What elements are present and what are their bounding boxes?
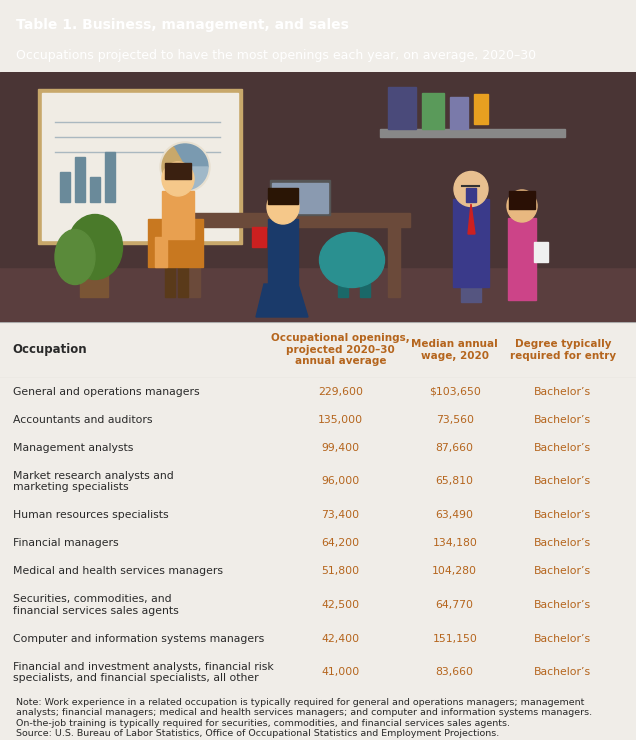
Ellipse shape xyxy=(55,229,95,284)
Text: 73,560: 73,560 xyxy=(436,414,474,425)
Bar xyxy=(155,237,167,267)
Bar xyxy=(388,227,400,297)
Wedge shape xyxy=(174,144,208,167)
Text: Financial managers: Financial managers xyxy=(13,538,118,548)
Text: Bachelor’s: Bachelor’s xyxy=(534,633,591,644)
Bar xyxy=(508,218,536,300)
Text: 87,660: 87,660 xyxy=(436,443,474,453)
Bar xyxy=(178,265,188,297)
Bar xyxy=(461,284,481,302)
Wedge shape xyxy=(162,147,185,187)
Text: Bachelor’s: Bachelor’s xyxy=(534,667,591,677)
Bar xyxy=(42,93,238,240)
Text: 65,810: 65,810 xyxy=(436,477,474,486)
Text: 41,000: 41,000 xyxy=(321,667,359,677)
Text: 99,400: 99,400 xyxy=(321,443,359,453)
Bar xyxy=(534,242,548,262)
Text: Occupation: Occupation xyxy=(13,343,87,356)
Text: General and operations managers: General and operations managers xyxy=(13,386,199,397)
Bar xyxy=(90,177,100,202)
Text: 151,150: 151,150 xyxy=(432,633,477,644)
Polygon shape xyxy=(0,267,636,322)
Text: Market research analysts and
marketing specialists: Market research analysts and marketing s… xyxy=(13,471,174,492)
Bar xyxy=(466,188,476,202)
Text: 64,770: 64,770 xyxy=(436,600,474,610)
Bar xyxy=(180,213,410,227)
Text: Bachelor’s: Bachelor’s xyxy=(534,538,591,548)
Bar xyxy=(38,89,242,244)
Polygon shape xyxy=(256,284,308,317)
Bar xyxy=(188,227,200,297)
Text: Human resources specialists: Human resources specialists xyxy=(13,510,169,520)
Text: Financial and investment analysts, financial risk
specialists, and financial spe: Financial and investment analysts, finan… xyxy=(13,662,273,683)
Text: Bachelor’s: Bachelor’s xyxy=(534,443,591,453)
Text: $103,650: $103,650 xyxy=(429,386,481,397)
Bar xyxy=(338,257,348,297)
Text: 64,200: 64,200 xyxy=(321,538,359,548)
Bar xyxy=(270,180,330,215)
Text: Bachelor’s: Bachelor’s xyxy=(534,414,591,425)
Bar xyxy=(80,262,108,297)
Text: Management analysts: Management analysts xyxy=(13,443,133,453)
Polygon shape xyxy=(468,204,475,234)
Bar xyxy=(165,163,191,179)
Text: Bachelor’s: Bachelor’s xyxy=(534,566,591,576)
Text: 83,660: 83,660 xyxy=(436,667,474,677)
Ellipse shape xyxy=(507,190,537,222)
Text: 63,490: 63,490 xyxy=(436,510,474,520)
Bar xyxy=(380,129,565,137)
Text: 42,400: 42,400 xyxy=(321,633,359,644)
Text: Computer and information systems managers: Computer and information systems manager… xyxy=(13,633,264,644)
Bar xyxy=(360,257,370,297)
Bar xyxy=(60,172,70,202)
Text: 135,000: 135,000 xyxy=(318,414,363,425)
Ellipse shape xyxy=(319,232,385,288)
Text: Source: U.S. Bureau of Labor Statistics, Office of Occupational Statistics and E: Source: U.S. Bureau of Labor Statistics,… xyxy=(16,730,499,739)
Wedge shape xyxy=(174,167,208,190)
Bar xyxy=(388,87,416,129)
Ellipse shape xyxy=(454,172,488,206)
Text: Bachelor’s: Bachelor’s xyxy=(534,600,591,610)
Text: 96,000: 96,000 xyxy=(321,477,359,486)
Text: 51,800: 51,800 xyxy=(321,566,359,576)
Ellipse shape xyxy=(162,162,194,196)
Text: Medical and health services managers: Medical and health services managers xyxy=(13,566,223,576)
Text: 134,180: 134,180 xyxy=(432,538,477,548)
Bar xyxy=(268,219,298,284)
Polygon shape xyxy=(0,72,636,267)
Text: Securities, commodities, and
financial services sales agents: Securities, commodities, and financial s… xyxy=(13,594,179,616)
Bar xyxy=(75,157,85,202)
Text: Occupations projected to have the most openings each year, on average, 2020–30: Occupations projected to have the most o… xyxy=(16,49,536,62)
Text: Bachelor’s: Bachelor’s xyxy=(534,386,591,397)
Text: 73,400: 73,400 xyxy=(321,510,359,520)
Bar xyxy=(148,219,203,267)
Bar xyxy=(453,199,489,287)
Text: Accountants and auditors: Accountants and auditors xyxy=(13,414,152,425)
Text: Occupational openings,
projected 2020–30
annual average: Occupational openings, projected 2020–30… xyxy=(271,333,410,366)
Text: Table 1. Business, management, and sales: Table 1. Business, management, and sales xyxy=(16,18,349,32)
Bar xyxy=(165,265,175,297)
Text: Median annual
wage, 2020: Median annual wage, 2020 xyxy=(411,339,498,360)
Text: 229,600: 229,600 xyxy=(318,386,363,397)
Ellipse shape xyxy=(67,215,123,280)
Bar xyxy=(450,97,468,129)
Bar xyxy=(474,94,488,124)
Ellipse shape xyxy=(267,190,299,224)
Text: Bachelor’s: Bachelor’s xyxy=(534,510,591,520)
Text: Degree typically
required for entry: Degree typically required for entry xyxy=(510,339,616,360)
Bar xyxy=(105,152,115,202)
Text: 42,500: 42,500 xyxy=(321,600,359,610)
Text: Bachelor’s: Bachelor’s xyxy=(534,477,591,486)
Bar xyxy=(268,188,298,204)
Bar xyxy=(272,183,328,213)
Ellipse shape xyxy=(160,142,210,192)
Bar xyxy=(162,191,194,239)
Text: 104,280: 104,280 xyxy=(432,566,477,576)
Bar xyxy=(509,191,535,209)
Bar xyxy=(422,93,444,129)
Bar xyxy=(252,227,266,247)
Text: Note: Work experience in a related occupation is typically required for general : Note: Work experience in a related occup… xyxy=(16,698,592,727)
